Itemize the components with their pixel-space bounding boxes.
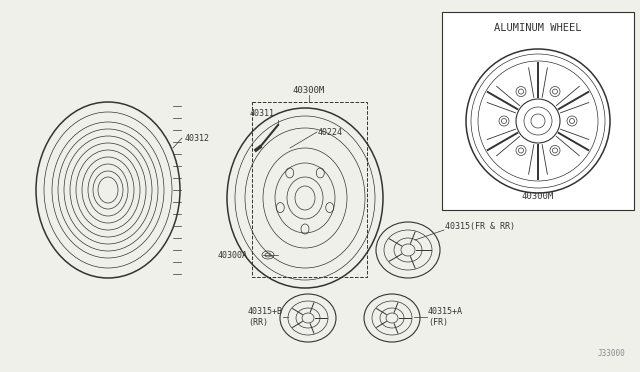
Text: 40315(FR & RR): 40315(FR & RR) — [445, 221, 515, 231]
Text: 40224: 40224 — [318, 128, 343, 137]
Text: (FR): (FR) — [428, 317, 448, 327]
Text: 40300A: 40300A — [218, 250, 248, 260]
Text: 40300M: 40300M — [522, 192, 554, 201]
Text: ALUMINUM WHEEL: ALUMINUM WHEEL — [494, 23, 582, 33]
Text: J33000: J33000 — [597, 349, 625, 358]
Text: 40315+A: 40315+A — [428, 308, 463, 317]
Text: 40300M: 40300M — [293, 86, 325, 95]
Text: 40311: 40311 — [250, 109, 275, 118]
Bar — [442, 12, 634, 210]
Bar — [252, 102, 367, 277]
Text: 40312: 40312 — [185, 134, 210, 142]
Text: (RR): (RR) — [248, 317, 268, 327]
Text: 40315+B: 40315+B — [248, 308, 283, 317]
